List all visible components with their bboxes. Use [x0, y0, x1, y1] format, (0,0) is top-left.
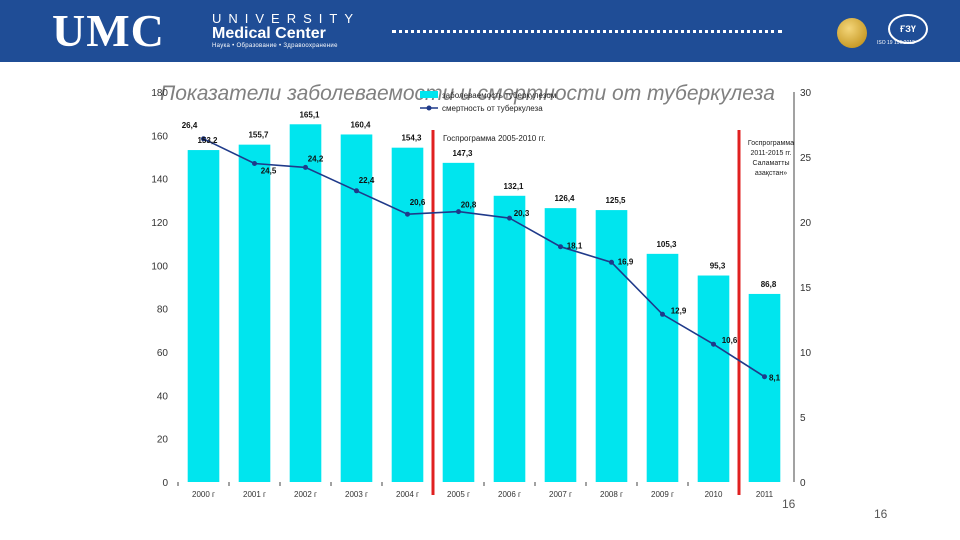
left-axis-tick-label: 180 [151, 88, 168, 99]
mortality-point [660, 311, 665, 317]
mortality-point [711, 341, 716, 347]
category-label: 2003 г [345, 490, 368, 499]
bar-value-label: 153,2 [197, 136, 218, 145]
mortality-point [609, 259, 614, 265]
left-axis-tick-label: 140 [151, 175, 168, 186]
left-axis-tick-label: 0 [162, 478, 168, 489]
mortality-value-label: 22,4 [359, 176, 375, 185]
bar [238, 144, 271, 482]
category-label: 2006 г [498, 490, 521, 499]
mortality-value-label: 12,9 [671, 306, 687, 315]
bar-value-label: 155,7 [248, 131, 269, 140]
mortality-point [201, 136, 206, 142]
legend-label-mortality: смертность от туберкулеза [442, 104, 543, 113]
left-axis-tick-label: 160 [151, 131, 168, 142]
slide-title: Показатели заболеваемости и смертности о… [160, 82, 775, 105]
category-label: 2007 г [549, 490, 572, 499]
left-axis-tick-label: 60 [157, 348, 169, 359]
mortality-point [507, 215, 512, 221]
mortality-value-label: 8,1 [769, 374, 781, 383]
mortality-point [558, 244, 563, 250]
umc-logo: UMC [52, 5, 165, 56]
mortality-value-label: 18,1 [567, 242, 583, 251]
category-label: 2004 г [396, 490, 419, 499]
bar-value-label: 86,8 [761, 280, 777, 289]
left-axis-tick-label: 20 [157, 435, 169, 446]
header-dotted-divider [392, 30, 782, 33]
mortality-point [456, 209, 461, 215]
mortality-line [203, 138, 765, 378]
category-label: 2000 г [192, 490, 215, 499]
iso-certificate-text: ISO 19 196:2012 [877, 40, 915, 46]
annotation-program-2005: Госпрограмма 2005-2010 гг. [443, 134, 546, 143]
left-axis-tick-label: 100 [151, 261, 168, 272]
category-label: 2011 [756, 490, 774, 499]
bar-value-label: 154,3 [401, 134, 422, 143]
mortality-point [252, 161, 257, 166]
bar [544, 208, 577, 482]
mortality-value-label: 20,6 [410, 198, 426, 207]
mortality-point [762, 374, 767, 380]
category-label: 2010 [705, 490, 723, 499]
right-axis-tick-label: 10 [800, 348, 812, 359]
right-axis-tick-label: 0 [800, 478, 806, 489]
mortality-value-label: 10,6 [722, 336, 738, 345]
logo-university-text: UNIVERSITY [212, 11, 361, 26]
bar [748, 293, 781, 482]
gold-seal-icon [837, 18, 867, 48]
right-axis-tick-label: 5 [800, 413, 806, 424]
bar-value-label: 95,3 [710, 262, 726, 271]
mortality-value-label: 20,3 [514, 209, 530, 218]
bar [187, 150, 220, 483]
bar [493, 195, 526, 483]
bar-value-label: 147,3 [452, 149, 473, 158]
legend-swatch-incidence [420, 91, 438, 98]
bar-value-label: 105,3 [656, 240, 677, 249]
page-number-outer: 16 [874, 507, 888, 521]
left-axis-tick-label: 40 [157, 391, 169, 402]
mortality-point [303, 164, 308, 170]
mortality-point [405, 211, 410, 217]
bar [595, 210, 628, 483]
bar [646, 253, 679, 482]
bar [391, 147, 424, 482]
bar-value-label: 125,5 [605, 196, 626, 205]
bar [442, 162, 475, 482]
bar-value-label: 132,1 [503, 182, 524, 191]
bar-value-label: 160,4 [350, 120, 371, 129]
bar [697, 275, 730, 482]
left-axis-tick-label: 80 [157, 305, 169, 316]
category-label: 2001 г [243, 490, 266, 499]
annotation-program-2011-line: Саламатты [753, 160, 790, 167]
annotation-program-2011-line: 2011-2015 гг. [750, 150, 791, 157]
left-axis-tick-label: 120 [151, 218, 168, 229]
legend-label-incidence: заболеваемость туберкулезом [442, 91, 556, 100]
mortality-value-label: 26,4 [182, 121, 198, 130]
annotation-program-2011-line: Госпрограмма [748, 140, 794, 147]
category-label: 2005 г [447, 490, 470, 499]
mortality-value-label: 24,2 [308, 154, 324, 163]
mortality-value-label: 16,9 [618, 257, 634, 266]
bar-value-label: 126,4 [554, 194, 575, 203]
mortality-point [354, 188, 359, 194]
category-label: 2008 г [600, 490, 623, 499]
mortality-value-label: 24,5 [261, 167, 277, 176]
mortality-value-label: 20,8 [461, 201, 477, 210]
right-axis-tick-label: 20 [800, 218, 812, 229]
emblem-icon: ҒЗҮ [888, 14, 928, 44]
bar [289, 124, 322, 483]
right-axis-tick-label: 30 [800, 88, 812, 99]
header-bar: UMC UNIVERSITY Medical Center Наука • Об… [0, 0, 960, 62]
logo-tagline: Наука • Образование • Здравоохранение [212, 43, 338, 49]
page-number-inner: 16 [782, 497, 796, 511]
annotation-program-2011-line: азақстан» [755, 170, 787, 177]
category-label: 2002 г [294, 490, 317, 499]
right-axis-tick-label: 25 [800, 153, 812, 164]
logo-subtitle: Medical Center [212, 25, 326, 42]
bar-value-label: 165,1 [299, 110, 320, 119]
legend-marker-mortality [426, 105, 432, 111]
right-axis-tick-label: 15 [800, 283, 812, 294]
category-label: 2009 г [651, 490, 674, 499]
